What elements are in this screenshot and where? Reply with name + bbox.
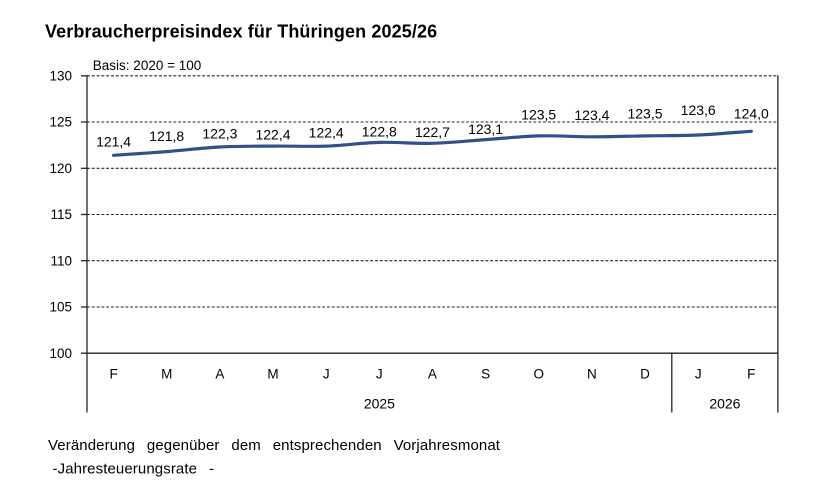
svg-text:N: N xyxy=(587,367,597,382)
svg-text:-Jahresteuerungsrate -: -Jahresteuerungsrate - xyxy=(53,461,215,478)
svg-text:J: J xyxy=(695,367,702,382)
svg-text:115: 115 xyxy=(50,207,72,222)
svg-text:S: S xyxy=(481,367,490,382)
svg-text:123,5: 123,5 xyxy=(521,107,556,123)
svg-text:121,4: 121,4 xyxy=(96,133,131,149)
svg-text:Veränderung gegenüber dem ents: Veränderung gegenüber dem entsprechenden… xyxy=(48,437,501,454)
svg-text:Verbraucherpreisindex für Thür: Verbraucherpreisindex für Thüringen 2025… xyxy=(45,22,437,42)
svg-text:100: 100 xyxy=(49,346,72,361)
svg-text:F: F xyxy=(109,367,117,382)
svg-text:M: M xyxy=(161,367,172,382)
svg-text:122,4: 122,4 xyxy=(309,125,344,141)
svg-text:A: A xyxy=(215,367,224,382)
svg-text:F: F xyxy=(747,367,755,382)
svg-text:123,1: 123,1 xyxy=(468,121,503,137)
svg-text:Basis: 2020 = 100: Basis: 2020 = 100 xyxy=(93,58,201,73)
svg-text:125: 125 xyxy=(49,115,72,130)
svg-text:123,5: 123,5 xyxy=(627,106,662,122)
svg-text:124,0: 124,0 xyxy=(734,106,769,122)
svg-text:120: 120 xyxy=(49,161,72,176)
svg-text:2025: 2025 xyxy=(364,396,395,412)
svg-text:M: M xyxy=(267,367,278,382)
svg-text:122,3: 122,3 xyxy=(202,125,237,141)
svg-text:O: O xyxy=(533,367,544,382)
svg-text:121,8: 121,8 xyxy=(149,128,184,144)
svg-text:J: J xyxy=(323,367,330,382)
svg-text:J: J xyxy=(376,367,383,382)
svg-text:123,4: 123,4 xyxy=(574,107,609,123)
svg-text:122,8: 122,8 xyxy=(362,124,397,140)
svg-text:123,6: 123,6 xyxy=(681,102,716,118)
svg-text:2026: 2026 xyxy=(709,396,740,412)
svg-text:110: 110 xyxy=(50,253,72,268)
svg-text:122,7: 122,7 xyxy=(415,124,450,140)
svg-text:130: 130 xyxy=(49,68,72,83)
svg-text:105: 105 xyxy=(49,300,72,315)
svg-text:122,4: 122,4 xyxy=(255,126,290,142)
svg-text:A: A xyxy=(428,367,437,382)
svg-text:D: D xyxy=(640,367,650,382)
